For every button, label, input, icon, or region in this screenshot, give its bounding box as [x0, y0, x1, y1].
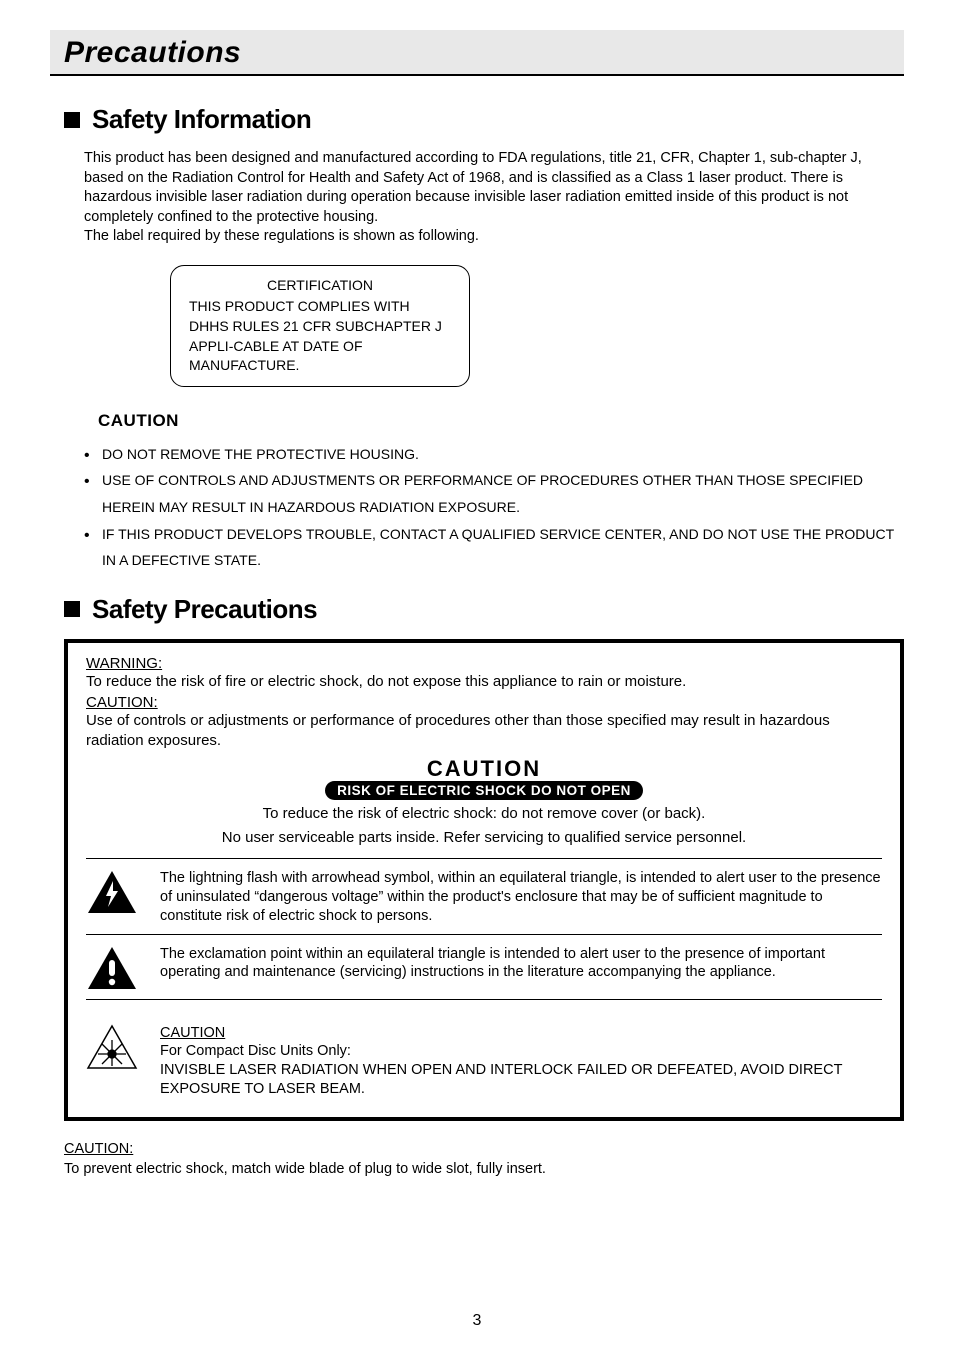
exclamation-triangle-icon — [86, 945, 144, 991]
warning-label: WARNING: — [86, 655, 882, 672]
caution-text: Use of controls or adjustments or perfor… — [86, 711, 882, 752]
lightning-text: The lightning flash with arrowhead symbo… — [160, 869, 882, 926]
caution-block: CAUTION RISK OF ELECTRIC SHOCK DO NOT OP… — [142, 756, 827, 849]
divider — [86, 999, 882, 1000]
safety-info-heading: Safety Information — [92, 104, 311, 135]
footer-caution: CAUTION: To prevent electric shock, matc… — [64, 1139, 904, 1180]
page-title: Precautions — [64, 36, 890, 70]
lightning-row: The lightning flash with arrowhead symbo… — [86, 869, 882, 926]
square-bullet-icon — [64, 112, 80, 128]
certification-box: CERTIFICATION THIS PRODUCT COMPLIES WITH… — [170, 265, 470, 387]
safety-info-intro-1: This product has been designed and manuf… — [84, 149, 904, 227]
divider — [86, 934, 882, 935]
safety-info-intro-2: The label required by these regulations … — [84, 227, 904, 247]
caution-big-label: CAUTION — [142, 756, 827, 782]
caution-bullet-3: IF THIS PRODUCT DEVELOPS TROUBLE, CONTAC… — [84, 521, 904, 574]
laser-text-block: CAUTION For Compact Disc Units Only: INV… — [160, 1024, 882, 1099]
caution-bullet-1: DO NOT REMOVE THE PROTECTIVE HOUSING. — [84, 441, 904, 468]
certification-title: CERTIFICATION — [189, 276, 451, 296]
exclaim-text: The exclamation point within an equilate… — [160, 945, 882, 983]
lightning-triangle-icon — [86, 869, 144, 915]
section-header-safety-prec: Safety Precautions — [64, 594, 904, 625]
reduce-text-2: No user serviceable parts inside. Refer … — [142, 828, 827, 848]
reduce-text-1: To reduce the risk of electric shock: do… — [142, 804, 827, 824]
footer-caution-text: To prevent electric shock, match wide bl… — [64, 1161, 546, 1177]
caution-bullet-list: DO NOT REMOVE THE PROTECTIVE HOUSING. US… — [84, 441, 904, 574]
page-number: 3 — [0, 1312, 954, 1330]
safety-prec-heading: Safety Precautions — [92, 594, 317, 625]
laser-burst-triangle-icon — [86, 1024, 144, 1070]
laser-row: CAUTION For Compact Disc Units Only: INV… — [86, 1024, 882, 1099]
title-bar: Precautions — [50, 30, 904, 76]
page: Precautions Safety Information This prod… — [0, 0, 954, 1354]
divider — [86, 858, 882, 859]
section-header-safety-info: Safety Information — [64, 104, 904, 135]
laser-sub-label: For Compact Disc Units Only: — [160, 1042, 882, 1061]
certification-body: THIS PRODUCT COMPLIES WITH DHHS RULES 21… — [189, 298, 442, 373]
laser-caution-label: CAUTION — [160, 1024, 882, 1043]
square-bullet-icon — [64, 601, 80, 617]
laser-body-text: INVISBLE LASER RADIATION WHEN OPEN AND I… — [160, 1061, 882, 1099]
caution-label: CAUTION: — [86, 694, 882, 711]
risk-pill: RISK OF ELECTRIC SHOCK DO NOT OPEN — [325, 781, 643, 800]
precaution-box: WARNING: To reduce the risk of fire or e… — [64, 639, 904, 1121]
caution-subheading: CAUTION — [98, 411, 904, 431]
caution-bullet-2: USE OF CONTROLS AND ADJUSTMENTS OR PERFO… — [84, 467, 904, 520]
exclaim-row: The exclamation point within an equilate… — [86, 945, 882, 991]
warning-text: To reduce the risk of fire or electric s… — [86, 672, 882, 692]
footer-caution-label: CAUTION: — [64, 1141, 133, 1157]
